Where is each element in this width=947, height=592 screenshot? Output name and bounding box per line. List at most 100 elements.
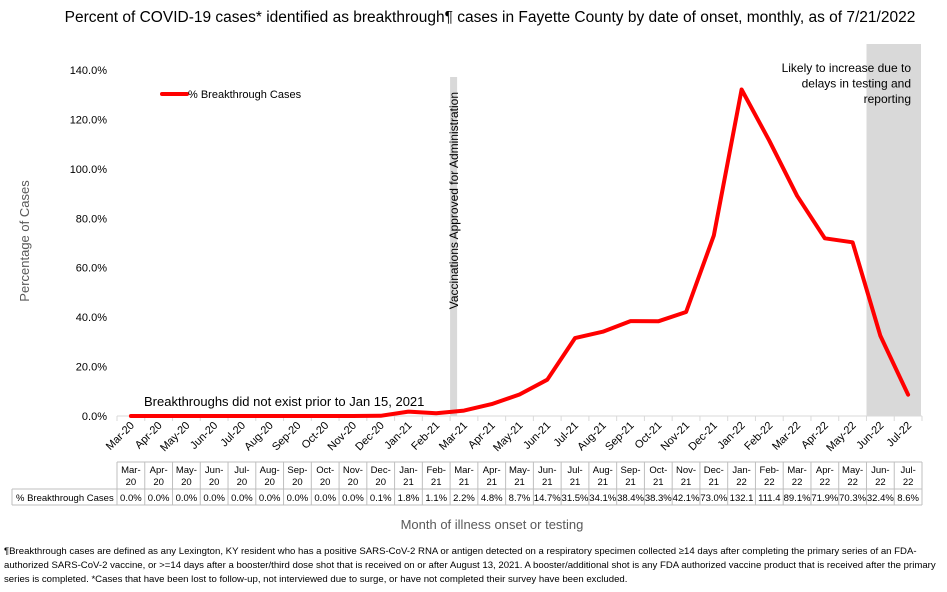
table-header-cell: 20 — [320, 477, 331, 488]
x-tick-label: May-20 — [158, 420, 192, 454]
table-value-cell: 0.1% — [370, 493, 392, 504]
table-header-cell: Dec- — [704, 465, 724, 476]
data-point — [379, 414, 382, 417]
table-value-cell: 32.4% — [867, 493, 894, 504]
x-tick-label: Nov-20 — [326, 420, 360, 454]
table-header-cell: 21 — [431, 477, 442, 488]
table-value-cell: 111.4 — [758, 493, 780, 504]
table-header-cell: Jan- — [732, 465, 750, 476]
x-tick-label: Jul-22 — [885, 420, 915, 450]
data-point — [879, 334, 882, 338]
data-point — [712, 234, 716, 237]
table-header-cell: Jun- — [205, 465, 223, 476]
table-header-cell: Mar- — [787, 465, 807, 476]
data-point — [601, 330, 604, 333]
table-value-cell: 71.9% — [811, 493, 838, 504]
data-point — [684, 310, 688, 314]
table-value-cell: 0.0% — [176, 493, 198, 504]
table-header-cell: 21 — [597, 477, 608, 488]
table-header-cell: May- — [509, 465, 530, 476]
data-point — [657, 320, 660, 323]
y-tick-label: 20.0% — [76, 362, 107, 374]
data-point — [823, 237, 827, 240]
data-point — [268, 414, 271, 418]
delay-region-label: reporting — [864, 92, 911, 106]
table-value-cell: 14.7% — [534, 493, 561, 504]
x-tick-label: Sep-21 — [603, 420, 637, 454]
table-header-cell: Nov- — [343, 465, 363, 476]
table-value-cell: 0.0% — [148, 493, 170, 504]
data-point — [546, 378, 549, 381]
series-line — [128, 87, 911, 418]
table-header-cell: Oct- — [316, 465, 334, 476]
table-header-cell: Apr- — [483, 465, 501, 476]
x-tick-label: Jan-21 — [382, 420, 414, 452]
y-axis-title: Percentage of Cases — [17, 180, 32, 302]
table-header-cell: Jun- — [538, 465, 556, 476]
legend: % Breakthrough Cases — [160, 89, 302, 101]
table-header-cell: 21 — [681, 477, 692, 488]
data-point — [240, 414, 244, 418]
x-tick-label: Feb-21 — [409, 420, 442, 453]
x-tick-label: Mar-22 — [770, 420, 803, 453]
table-value-cell: 8.7% — [509, 493, 531, 504]
table-header-cell: Apr- — [816, 465, 834, 476]
data-point — [851, 241, 854, 244]
table-value-cell: 70.3% — [839, 493, 866, 504]
table-header-cell: 20 — [209, 477, 220, 488]
y-tick-label: 100.0% — [70, 164, 108, 176]
data-point — [296, 414, 299, 418]
table-header-cell: 21 — [403, 477, 414, 488]
data-table: Mar-20Apr-20May-20Jun-20Jul-20Aug-20Sep-… — [11, 461, 923, 506]
x-tick-label: Jun-22 — [854, 420, 886, 452]
table-header-cell: Jul- — [234, 465, 249, 476]
table-header-cell: 21 — [459, 477, 470, 488]
x-axis-title: Month of illness onset or testing — [401, 517, 584, 532]
table-value-cell: 0.0% — [120, 493, 142, 504]
table-value-cell: 0.0% — [231, 493, 253, 504]
table-header-cell: Jul- — [900, 465, 915, 476]
table-header-cell: 20 — [237, 477, 248, 488]
delay-region-shade — [866, 44, 921, 416]
table-header-cell: 22 — [875, 477, 886, 488]
table-header-cell: 20 — [264, 477, 275, 488]
x-tick-label: Feb-22 — [742, 420, 775, 453]
data-point — [629, 319, 632, 323]
y-tick-label: 80.0% — [76, 213, 107, 225]
table-value-cell: 73.0% — [700, 493, 727, 504]
data-point — [740, 88, 743, 91]
data-point — [906, 393, 910, 396]
x-tick-label: Jan-22 — [715, 420, 747, 452]
table-value-cell: 2.2% — [453, 493, 475, 504]
data-point — [323, 414, 327, 418]
x-tick-label: Sep-20 — [270, 420, 304, 454]
chart-svg: 0.0% 20.0% 40.0% 60.0% 80.0% 100.0% 120.0% 140.… — [11, 44, 923, 532]
annotation-layer: Vaccinations Approved for Administration… — [144, 61, 911, 409]
data-point — [157, 414, 160, 418]
legend-label: % Breakthrough Cases — [188, 89, 302, 101]
table-header-cell: 20 — [153, 477, 164, 488]
table-header-cell: Feb- — [760, 465, 780, 476]
table-header-cell: 20 — [292, 477, 303, 488]
data-point — [129, 414, 133, 418]
table-header-cell: 21 — [542, 477, 553, 488]
data-point — [795, 194, 799, 197]
table-header-cell: Sep- — [287, 465, 307, 476]
table-header-cell: Dec- — [371, 465, 391, 476]
y-tick-label: 60.0% — [76, 263, 107, 275]
table-value-cell: 0.0% — [342, 493, 364, 504]
chart-title: Percent of COVID-19 cases* identified as… — [64, 9, 916, 26]
delay-region-label: delays in testing and — [802, 77, 911, 91]
table-header-cell: 20 — [181, 477, 192, 488]
x-tick-label: May-21 — [491, 420, 525, 454]
x-tick-label: Mar-21 — [437, 420, 470, 453]
table-header-cell: Oct- — [649, 465, 667, 476]
table-value-cell: 1.8% — [398, 493, 420, 504]
table-header-cell: 22 — [820, 477, 831, 488]
data-point — [573, 336, 577, 340]
series-layer — [128, 87, 911, 418]
table-value-cell: 0.0% — [259, 493, 281, 504]
table-header-cell: 22 — [736, 477, 747, 488]
table-header-cell: May- — [176, 465, 197, 476]
data-point — [351, 414, 355, 418]
